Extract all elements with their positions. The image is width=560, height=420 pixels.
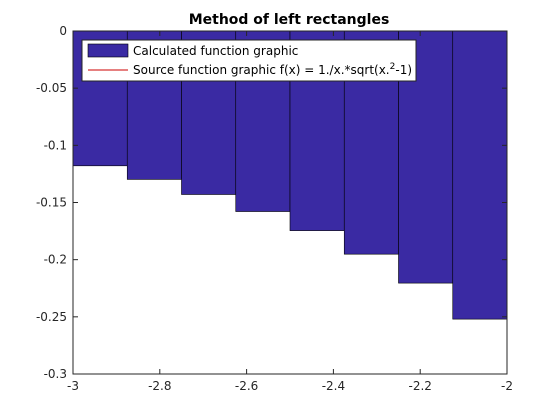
legend-label-bars: Calculated function graphic bbox=[133, 44, 298, 58]
y-tick-label: -0.1 bbox=[44, 138, 67, 152]
y-tick-label: -0.3 bbox=[44, 367, 67, 381]
legend-label-line: Source function graphic f(x) = 1./x.*sqr… bbox=[133, 62, 412, 77]
y-tick-label: -0.15 bbox=[36, 196, 67, 210]
x-tick-label: -2.8 bbox=[148, 379, 171, 393]
y-tick-label: -0.2 bbox=[44, 253, 67, 267]
x-tick-label: -3 bbox=[67, 379, 79, 393]
x-tick-label: -2 bbox=[501, 379, 513, 393]
x-tick-label: -2.4 bbox=[322, 379, 345, 393]
y-tick-label: 0 bbox=[59, 24, 67, 38]
x-tick-label: -2.2 bbox=[408, 379, 431, 393]
bar-7 bbox=[453, 31, 507, 319]
y-tick-label: -0.25 bbox=[36, 310, 67, 324]
chart-title: Method of left rectangles bbox=[189, 12, 390, 28]
legend-swatch-bars bbox=[88, 44, 128, 57]
plot-area: -3 -2.8 -2.6 -2.4 -2.2 -2 0 -0.05 -0.1 -0.15 -0.2 -… bbox=[36, 24, 513, 420]
y-tick-label: -0.05 bbox=[36, 81, 67, 95]
x-tick-label: -2.6 bbox=[235, 379, 258, 393]
